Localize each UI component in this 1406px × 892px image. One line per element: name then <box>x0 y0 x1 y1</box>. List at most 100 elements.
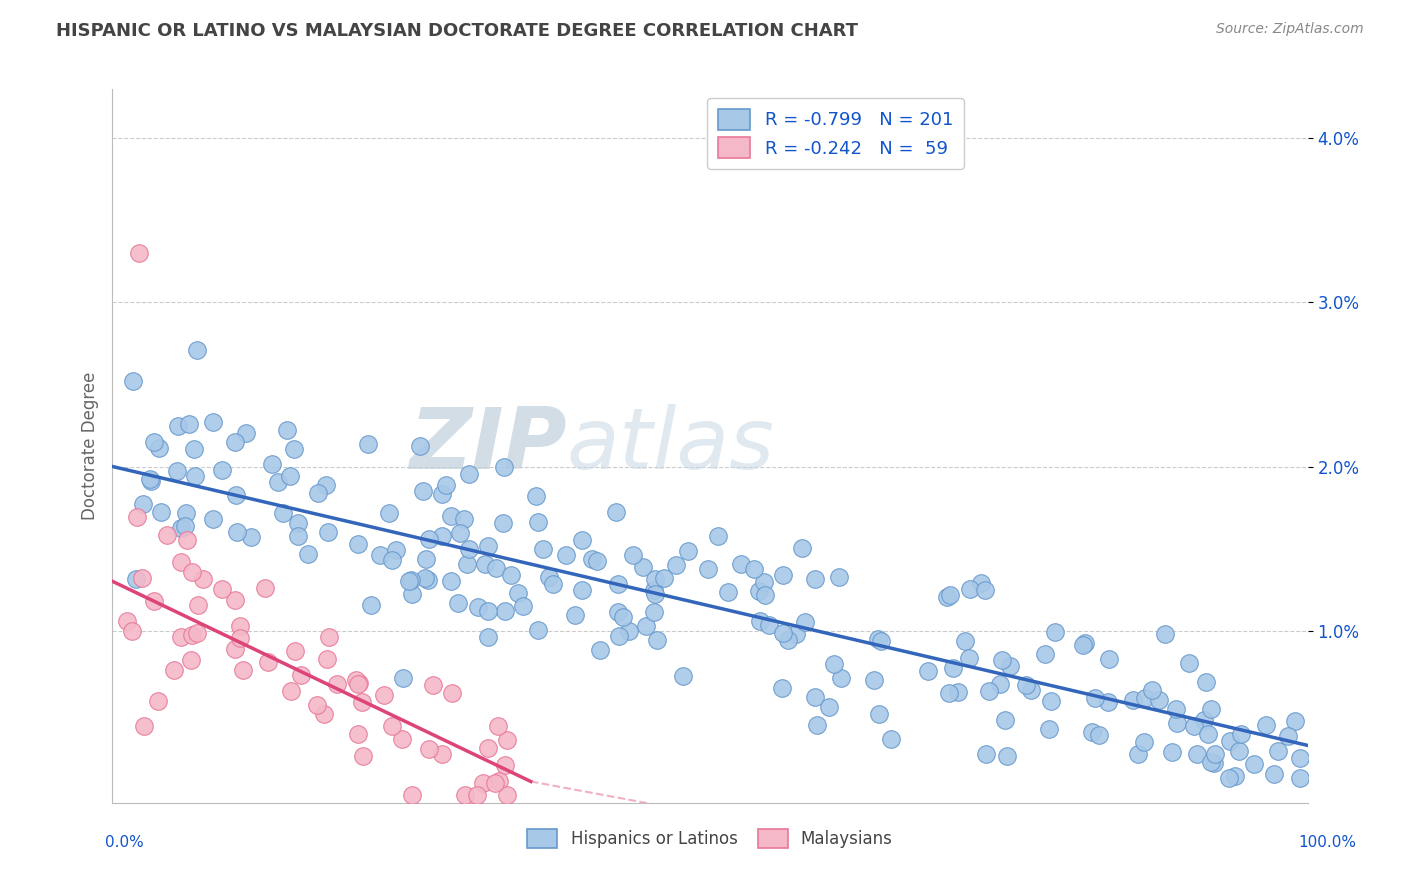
Point <box>758 618 780 632</box>
Point <box>527 516 550 530</box>
Point <box>180 653 202 667</box>
Point <box>645 633 668 648</box>
Point <box>193 572 215 586</box>
Point <box>1267 743 1289 757</box>
Point <box>180 627 202 641</box>
Point <box>538 570 561 584</box>
Point <box>494 757 516 772</box>
Point <box>226 524 249 539</box>
Point <box>612 610 634 624</box>
Point <box>1081 725 1104 739</box>
Point <box>706 529 728 543</box>
Point <box>1199 755 1222 769</box>
Point <box>533 541 555 556</box>
Point <box>326 677 349 691</box>
Point <box>785 627 807 641</box>
Point <box>527 624 550 638</box>
Point <box>430 528 453 542</box>
Point <box>401 587 423 601</box>
Point <box>166 419 188 434</box>
Point <box>224 593 246 607</box>
Point <box>201 511 224 525</box>
Point <box>697 562 720 576</box>
Point <box>621 548 644 562</box>
Point <box>229 631 252 645</box>
Point <box>644 572 666 586</box>
Point <box>166 464 188 478</box>
Text: Source: ZipAtlas.com: Source: ZipAtlas.com <box>1216 22 1364 37</box>
Point <box>381 553 404 567</box>
Point <box>121 374 143 388</box>
Point <box>654 571 676 585</box>
Point <box>672 668 695 682</box>
Point <box>1122 692 1144 706</box>
Point <box>347 727 370 741</box>
Point <box>973 582 995 597</box>
Point <box>495 788 517 802</box>
Point <box>946 684 969 698</box>
Point <box>823 657 845 671</box>
Point <box>211 463 233 477</box>
Point <box>409 439 432 453</box>
Point <box>772 568 794 582</box>
Point <box>1192 713 1215 727</box>
Point <box>1218 771 1240 785</box>
Point <box>163 663 186 677</box>
Point <box>176 533 198 547</box>
Point <box>1288 750 1310 764</box>
Point <box>868 632 890 646</box>
Point <box>346 537 368 551</box>
Point <box>806 718 828 732</box>
Point <box>224 434 246 449</box>
Point <box>357 437 380 451</box>
Point <box>278 468 301 483</box>
Point <box>1019 682 1042 697</box>
Point <box>1126 747 1149 762</box>
Point <box>868 706 890 721</box>
Point <box>1033 647 1056 661</box>
Point <box>170 630 193 644</box>
Text: ZIP: ZIP <box>409 404 567 488</box>
Point <box>501 568 523 582</box>
Point <box>458 542 481 557</box>
Point <box>440 574 463 588</box>
Point <box>634 619 657 633</box>
Point <box>440 508 463 523</box>
Point <box>1166 716 1188 731</box>
Point <box>1284 714 1306 728</box>
Point <box>828 570 851 584</box>
Point <box>830 672 852 686</box>
Point <box>385 542 408 557</box>
Point <box>880 731 903 746</box>
Point <box>869 634 891 648</box>
Point <box>297 547 319 561</box>
Point <box>484 776 506 790</box>
Point <box>1153 627 1175 641</box>
Point <box>418 741 440 756</box>
Point <box>352 748 374 763</box>
Point <box>1199 702 1222 716</box>
Point <box>959 582 981 596</box>
Point <box>347 676 370 690</box>
Point <box>555 549 578 563</box>
Point <box>183 442 205 456</box>
Point <box>240 530 263 544</box>
Point <box>644 587 666 601</box>
Point <box>607 576 630 591</box>
Point <box>1219 733 1241 747</box>
Point <box>485 560 508 574</box>
Point <box>936 591 959 605</box>
Point <box>260 458 283 472</box>
Point <box>993 713 1015 727</box>
Point <box>1263 767 1285 781</box>
Point <box>318 630 340 644</box>
Point <box>631 560 654 574</box>
Point <box>494 460 516 475</box>
Point <box>454 788 477 802</box>
Point <box>287 516 309 530</box>
Point <box>1204 756 1226 770</box>
Point <box>1243 756 1265 771</box>
Point <box>125 510 148 524</box>
Point <box>1088 728 1111 742</box>
Point <box>1289 771 1312 785</box>
